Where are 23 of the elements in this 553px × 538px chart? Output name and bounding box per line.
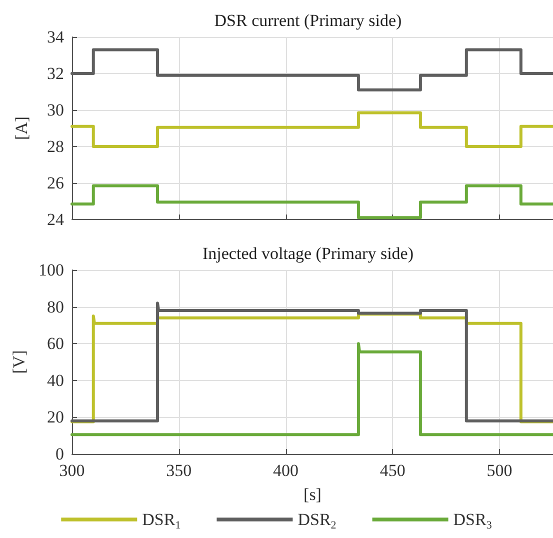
y-tick-label: 28 [47,137,64,156]
y-tick-label: 0 [56,444,64,464]
y-tick-label: 60 [47,334,64,354]
chart-title: DSR current (Primary side) [214,11,402,30]
line-series [70,111,553,148]
y-tick-label: 24 [47,210,64,229]
y-axis-title: [V] [10,350,29,374]
x-tick-label: 350 [166,461,192,480]
y-tick-label: 20 [47,408,64,427]
chart-title: Injected voltage (Primary side) [202,244,414,263]
x-axis-title: [s] [304,485,322,504]
y-tick-label: 40 [47,370,64,390]
y-tick-label: 30 [47,100,64,120]
x-tick-label: 300 [59,461,85,480]
y-tick-label: 32 [47,64,64,83]
y-tick-label: 26 [47,174,64,192]
y-tick-label: 34 [47,28,64,46]
y-axis-title: [A] [12,116,31,140]
y-tick-label: 80 [47,297,64,316]
y-tick-label: 100 [38,260,64,280]
x-tick-label: 450 [380,461,406,480]
x-tick-label: 400 [273,461,299,480]
x-tick-label: 500 [486,461,512,480]
